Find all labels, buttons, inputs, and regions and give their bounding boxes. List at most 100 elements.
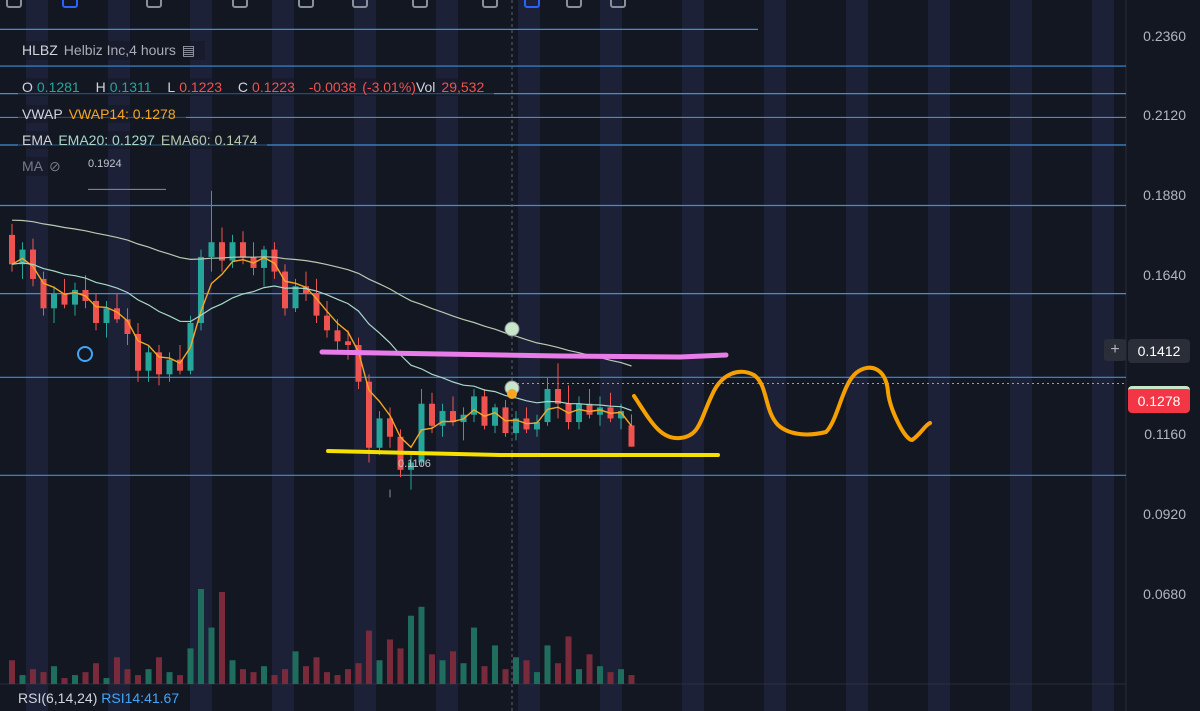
symbol-separator: , [125, 42, 130, 58]
volume-bar [261, 666, 267, 684]
vol-label: Vol [415, 79, 436, 95]
pattern-icon[interactable] [298, 0, 314, 8]
volume-bar [51, 666, 57, 684]
candle-body [114, 308, 120, 320]
volume-bar [271, 675, 278, 684]
candle-body [576, 403, 582, 423]
session-band [108, 0, 130, 711]
pink-resistance-line [319, 349, 729, 360]
volume-bar [345, 669, 351, 684]
volume-bar [502, 669, 509, 684]
ema-legend[interactable]: EMA EMA20: 0.1297 EMA60: 0.1474 [18, 131, 268, 149]
candle-body [219, 242, 225, 261]
candle-body [366, 381, 372, 448]
volume-bar [19, 675, 26, 684]
volume-bar [618, 669, 624, 684]
candle-body [292, 286, 299, 309]
symbol-interval: 4 hours [129, 42, 176, 58]
eye-icon[interactable] [566, 0, 582, 8]
y-tick: 0.0920 [1143, 506, 1186, 522]
candle-body [177, 359, 183, 371]
volume-bar [408, 615, 414, 684]
candle-body [439, 411, 446, 426]
candle-body [628, 425, 635, 447]
ohlc-c-label: C [237, 79, 249, 95]
y-tick: 0.1160 [1144, 426, 1186, 442]
candle-body [198, 256, 204, 323]
volume-bar [93, 663, 99, 684]
candle-body [355, 345, 362, 382]
ohlc-low: 0.1223 [179, 79, 223, 95]
symbol-legend: HLBZ Helbiz Inc,4 hours ▤ [18, 41, 206, 60]
candle-body [9, 234, 15, 265]
volume-bar [471, 627, 477, 684]
candle-body [240, 242, 246, 257]
candle-body [418, 403, 425, 463]
last-price-tag: 0.1278 [1128, 386, 1190, 413]
candle-body [282, 271, 288, 309]
cursor-icon[interactable] [6, 0, 22, 8]
ruler-icon[interactable] [482, 0, 498, 8]
vwap-point-dot [507, 389, 517, 399]
volume-bar [250, 672, 257, 684]
ohlc-legend: O 0.1281 H 0.1311 L 0.1223 C 0.1223 -0.0038(… [18, 78, 495, 96]
candle-body [408, 462, 414, 470]
text-icon[interactable] [412, 0, 428, 8]
trend-line-icon[interactable] [62, 0, 78, 8]
candle-body [313, 293, 320, 316]
vwap-label: VWAP [22, 106, 63, 122]
vwap-value: VWAP14: 0.1278 [68, 106, 176, 122]
volume-bar [9, 660, 15, 684]
fib-icon[interactable] [352, 0, 368, 8]
volume-bar [460, 663, 467, 684]
volume-bar [61, 678, 68, 684]
candle-body [555, 389, 561, 404]
candle-body [618, 411, 624, 419]
trash-icon[interactable] [610, 0, 626, 8]
line-anchor-dot [77, 346, 93, 362]
high-marker-label: 0.1924 [88, 158, 122, 170]
volume-bar [544, 645, 551, 684]
add-alert-button[interactable]: + [1104, 339, 1126, 361]
ma-label: MA [22, 158, 43, 174]
eye-hidden-icon[interactable]: ⊘ [49, 158, 61, 174]
candle-body [471, 396, 477, 415]
ma-legend[interactable]: MA ⊘ [18, 157, 71, 176]
y-tick: 0.1640 [1143, 267, 1186, 283]
info-icon[interactable]: ▤ [181, 42, 196, 58]
volume-bar [597, 666, 603, 684]
volume-bar [72, 675, 78, 684]
candle-body [93, 300, 99, 323]
volume-bar [303, 666, 309, 684]
volume-bar [555, 663, 561, 684]
rsi-legend[interactable]: RSI(6,14,24) RSI14:41.67 [18, 690, 179, 706]
candle-body [124, 319, 131, 334]
volume-bar [292, 651, 299, 684]
volume-bar [313, 657, 320, 684]
candle-body [166, 359, 173, 375]
ema60-value: EMA60: 0.1474 [160, 132, 258, 148]
brush-icon[interactable] [146, 0, 162, 8]
candle-body [544, 389, 551, 423]
candle-body [103, 308, 110, 323]
volume-bar [219, 591, 225, 684]
volume-bar [534, 672, 540, 684]
y-tick: 0.2120 [1143, 107, 1186, 123]
candle-body [72, 289, 78, 305]
ema-point-dot [504, 321, 520, 337]
volume-bar [135, 675, 141, 684]
magnet-icon[interactable] [232, 0, 248, 8]
symbol-ticker[interactable]: HLBZ [22, 42, 58, 58]
vol-value: 29,532 [441, 79, 485, 95]
vwap-legend[interactable]: VWAP VWAP14: 0.1278 [18, 105, 186, 123]
drawing-toolbar [0, 0, 1200, 12]
volume-bar [82, 672, 89, 684]
volume-bar [324, 672, 330, 684]
session-band [354, 0, 376, 711]
symbol-name: Helbiz Inc [63, 42, 126, 58]
measure-icon[interactable] [524, 0, 540, 8]
y-tick: 0.2360 [1143, 28, 1186, 44]
candle-body [261, 249, 267, 268]
candle-body [156, 352, 162, 375]
